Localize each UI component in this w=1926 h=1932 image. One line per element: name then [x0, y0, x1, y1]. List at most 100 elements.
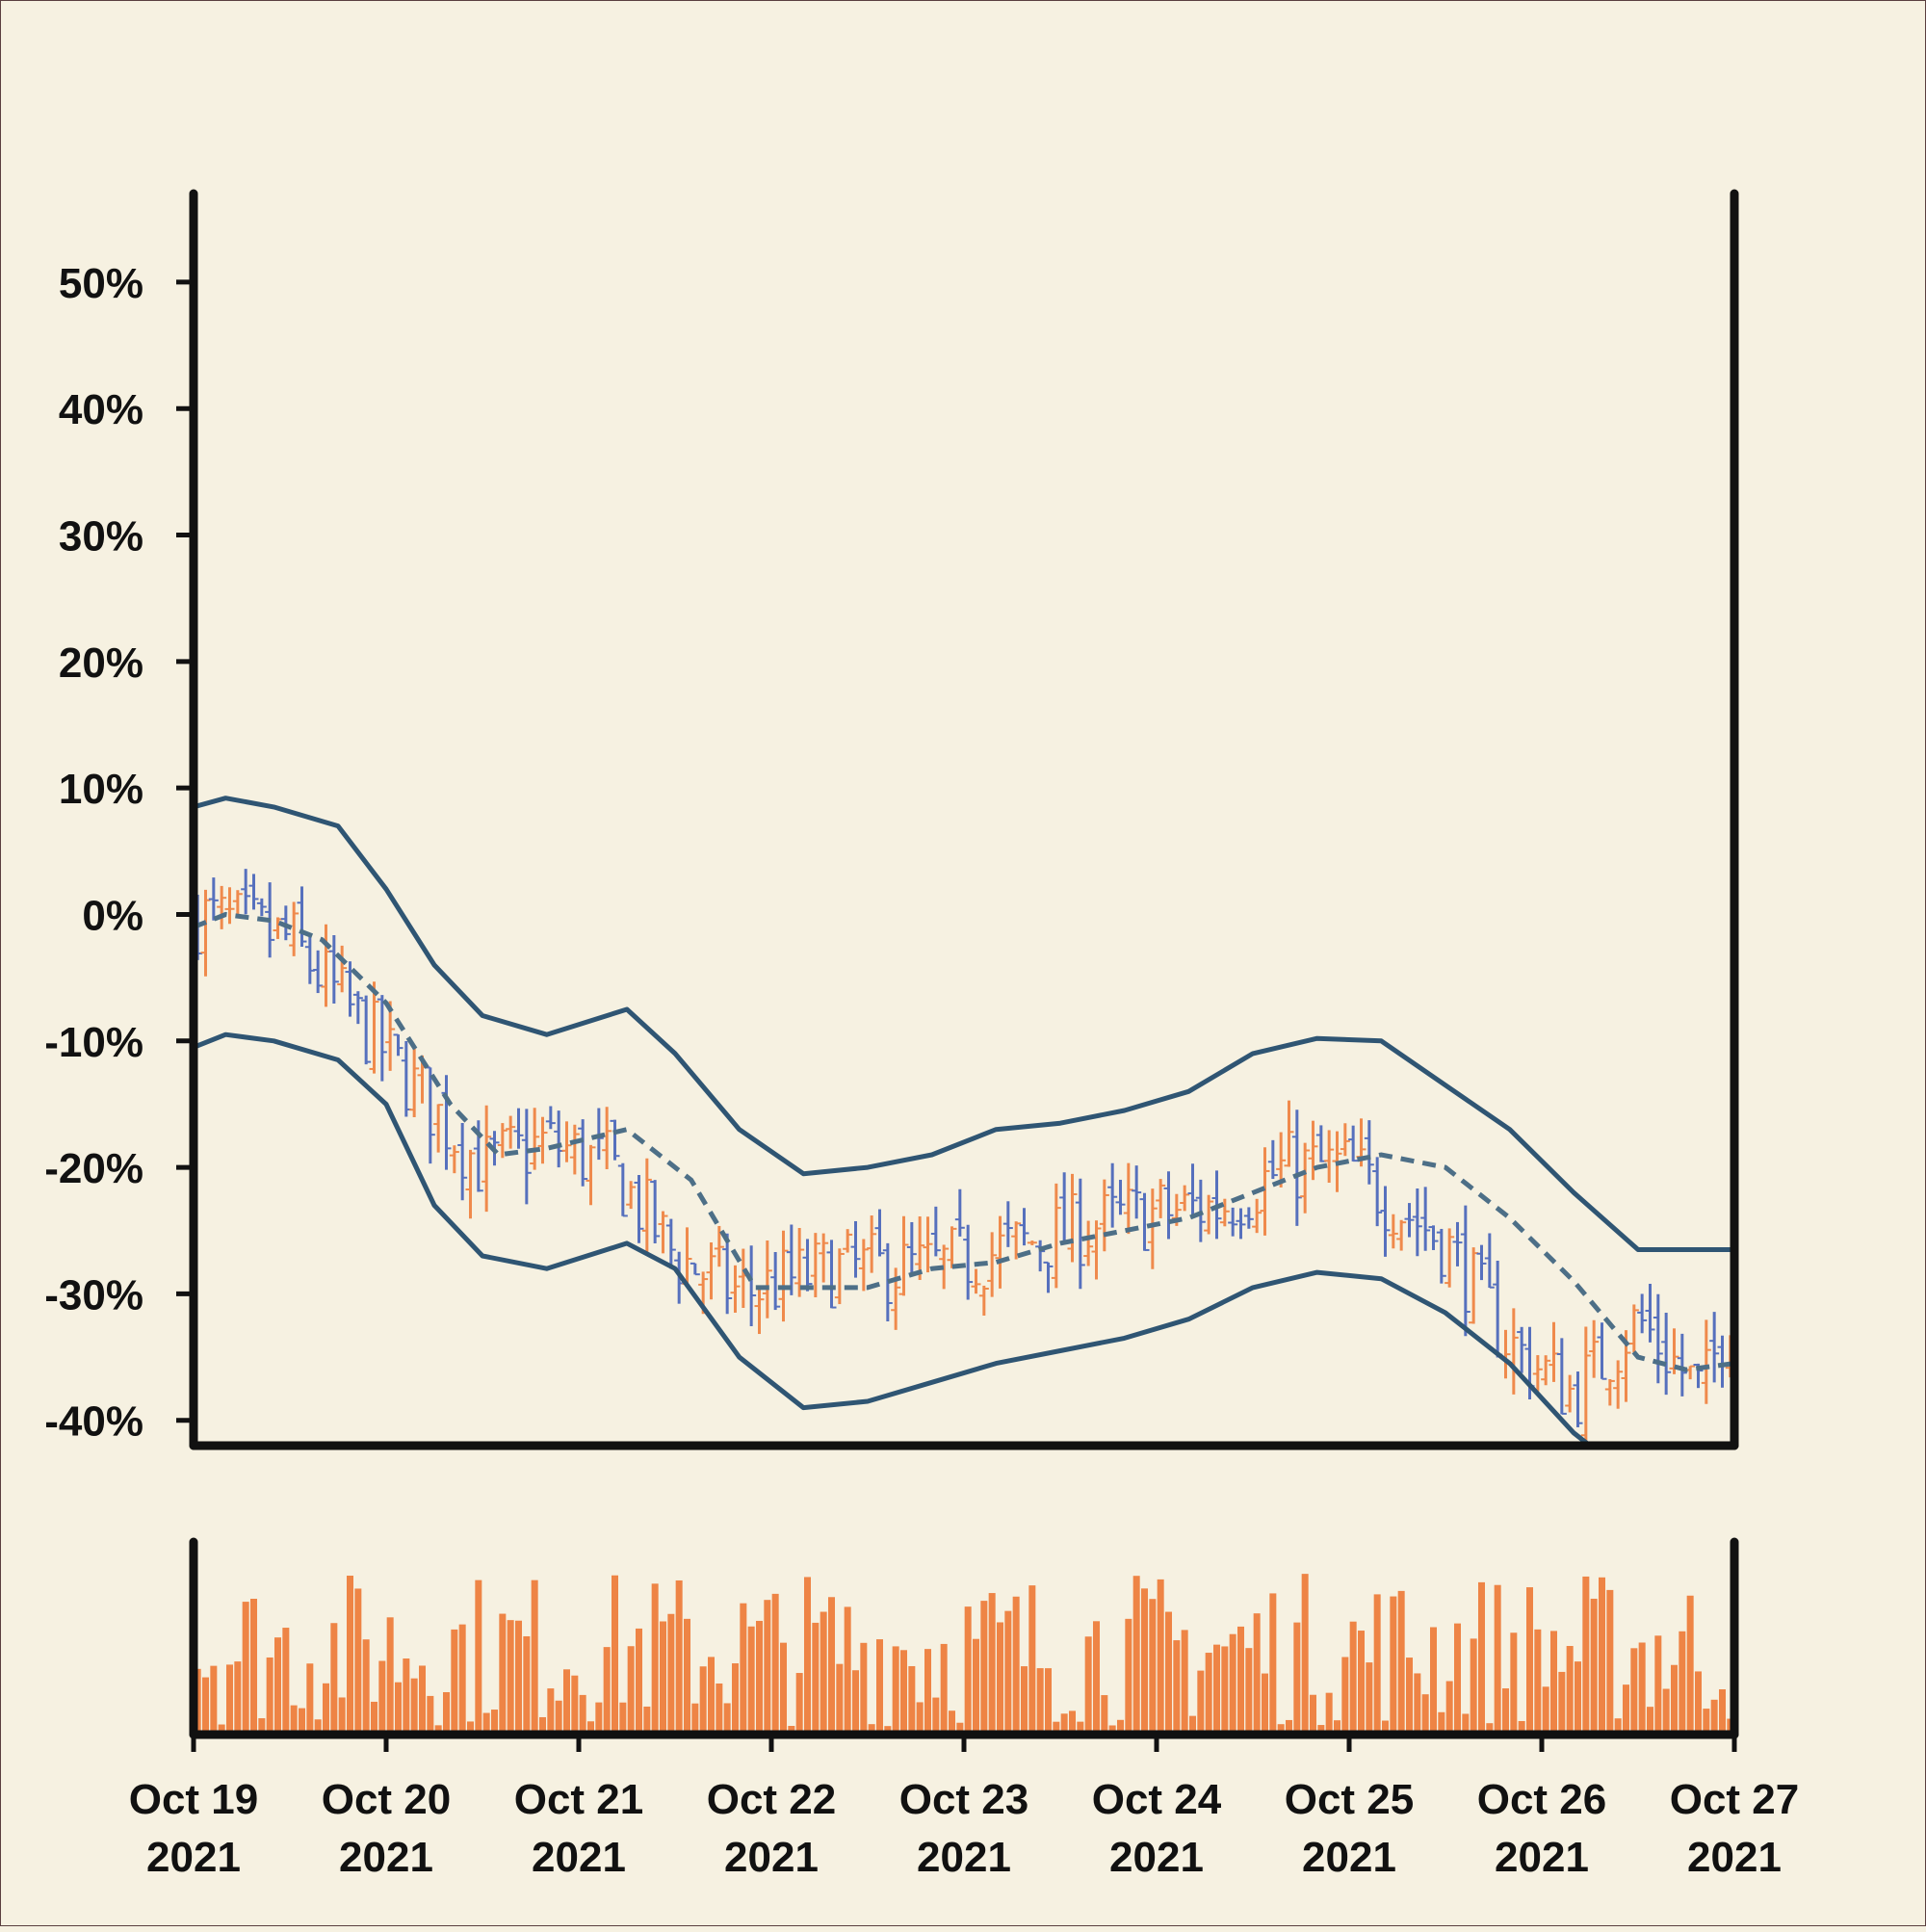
volume-bar: [1221, 1646, 1229, 1735]
volume-bar: [499, 1613, 507, 1735]
volume-bar: [210, 1665, 218, 1735]
volume-bar: [820, 1611, 827, 1735]
volume-bar: [1189, 1715, 1196, 1735]
volume-bar: [1695, 1671, 1702, 1735]
volume-bar: [299, 1708, 305, 1735]
volume-bar: [627, 1646, 635, 1735]
volume-bar: [458, 1624, 466, 1735]
volume-bar: [290, 1705, 298, 1735]
volume-bar: [1084, 1636, 1092, 1735]
volume-bar: [1638, 1642, 1646, 1735]
x-tick-label: Oct 25: [1285, 1776, 1415, 1823]
volume-bar: [378, 1660, 386, 1735]
volume-bar: [1125, 1618, 1132, 1735]
volume-bar: [1108, 1725, 1116, 1735]
volume-bar: [868, 1724, 875, 1735]
volume-bar: [1462, 1713, 1470, 1735]
volume-bar: [940, 1643, 948, 1735]
volume-bar: [1036, 1668, 1044, 1735]
volume-bar: [788, 1725, 795, 1735]
volume-bar: [1293, 1622, 1301, 1735]
volume-bar: [1719, 1689, 1726, 1735]
volume-bar: [555, 1700, 562, 1735]
volume-bar: [1286, 1719, 1292, 1735]
volume-bar: [684, 1618, 690, 1735]
volume-bar: [1366, 1662, 1373, 1735]
volume-bar: [1229, 1633, 1236, 1735]
volume-bar: [282, 1628, 290, 1735]
x-tick-year: 2021: [1109, 1834, 1204, 1881]
volume-bar: [1373, 1594, 1381, 1735]
volume-bar: [403, 1658, 410, 1735]
volume-bar: [1614, 1718, 1622, 1735]
x-tick-year: 2021: [1302, 1834, 1396, 1881]
x-tick-year: 2021: [1495, 1834, 1589, 1881]
volume-bar: [242, 1602, 249, 1735]
volume-bar: [1590, 1598, 1598, 1735]
volume-bar: [323, 1683, 329, 1735]
volume-bar: [434, 1725, 442, 1735]
volume-bar: [427, 1695, 434, 1735]
volume-bar: [354, 1588, 362, 1735]
volume-bar: [1060, 1713, 1068, 1735]
volume-bar: [1173, 1640, 1181, 1735]
volume-bar: [1334, 1720, 1340, 1735]
volume-bar: [1028, 1585, 1036, 1735]
x-tick-label: Oct 19: [129, 1776, 259, 1823]
volume-bar: [419, 1665, 426, 1735]
volume-bar: [1045, 1668, 1052, 1735]
axes: [189, 189, 1739, 1739]
volume-bar: [1341, 1657, 1349, 1735]
volume-bar: [1149, 1599, 1157, 1735]
volume-bar: [1253, 1613, 1261, 1735]
volume-bar: [266, 1657, 273, 1735]
volume-bar: [1662, 1688, 1670, 1735]
volume-bar: [756, 1620, 763, 1735]
volume-plot: [194, 1574, 1734, 1735]
volume-bar: [612, 1575, 618, 1735]
volume-bar: [234, 1661, 242, 1735]
volume-bar: [667, 1613, 675, 1735]
volume-bar: [1486, 1723, 1494, 1735]
volume-bar: [980, 1601, 988, 1735]
volume-bar: [1510, 1632, 1518, 1735]
volume-bar: [1454, 1623, 1461, 1735]
x-tick-label: Oct 27: [1670, 1776, 1800, 1823]
volume-bar: [1213, 1644, 1220, 1735]
volume-bar: [675, 1580, 683, 1735]
y-ticks: 50% 40% 30% 20% 10% 0% -10% -20% -30% -40%: [44, 260, 194, 1446]
volume-bar: [338, 1697, 346, 1735]
volume-bar: [771, 1593, 779, 1735]
volume-bar: [1101, 1695, 1108, 1735]
volume-bar: [258, 1718, 266, 1735]
volume-bar: [1382, 1720, 1389, 1735]
volume-bar: [651, 1583, 659, 1735]
x-tick-label: Oct 22: [707, 1776, 837, 1823]
volume-bar: [1575, 1661, 1581, 1735]
volume-bar: [619, 1702, 627, 1735]
volume-bar: [1671, 1664, 1678, 1735]
volume-bar: [515, 1620, 522, 1735]
volume-bar: [1317, 1725, 1325, 1735]
volume-bar: [1262, 1673, 1268, 1735]
volume-bar: [587, 1721, 594, 1735]
volume-bar: [1245, 1648, 1253, 1735]
volume-bar: [1390, 1596, 1397, 1735]
y-tick-label: 0%: [82, 892, 143, 939]
volume-bar: [1542, 1686, 1549, 1735]
volume-bar: [1654, 1635, 1662, 1735]
volume-bar: [539, 1716, 546, 1735]
volume-bar: [804, 1577, 811, 1735]
volume-bar: [699, 1666, 707, 1735]
volume-bar: [1406, 1658, 1413, 1735]
volume-bar: [1430, 1627, 1437, 1735]
volume-bar: [964, 1606, 972, 1735]
volume-bar: [1141, 1588, 1148, 1735]
volume-bar: [1004, 1610, 1012, 1735]
volume-bar: [410, 1678, 418, 1735]
volume-bar: [362, 1639, 370, 1735]
volume-bar: [1301, 1574, 1309, 1735]
x-tick-year: 2021: [532, 1834, 626, 1881]
volume-bar: [1550, 1631, 1557, 1735]
